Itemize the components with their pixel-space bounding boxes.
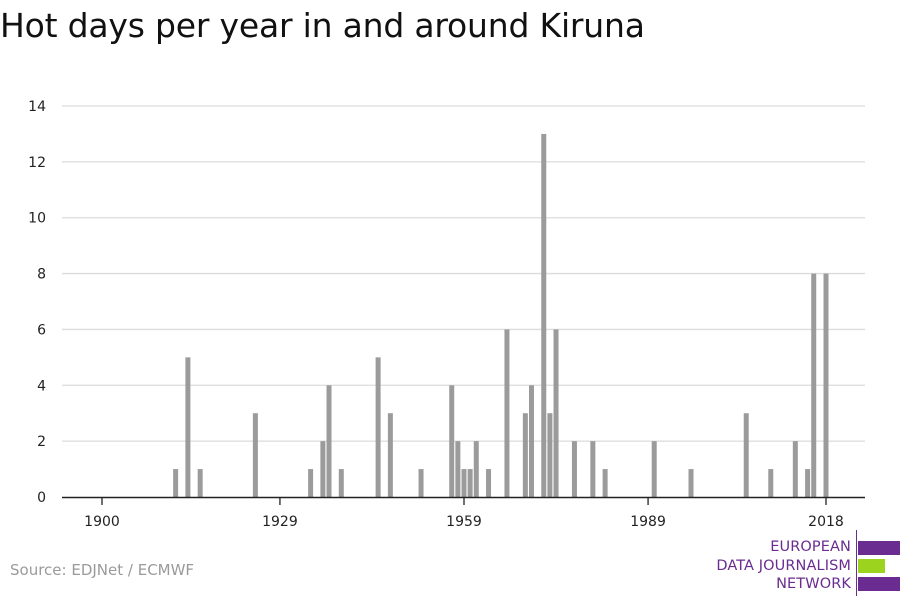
x-tick-label-1900: 1900: [84, 514, 120, 530]
bars: [173, 133, 829, 497]
bar-2013: [792, 441, 798, 497]
y-tick-label-8: 8: [37, 267, 46, 283]
bar-2016: [811, 273, 817, 497]
logo-text-data-journalism: DATA JOURNALISM: [716, 558, 851, 574]
bar-1959: [461, 469, 467, 497]
bar-1990: [651, 441, 657, 497]
bar-1937: [326, 385, 332, 497]
axes: 0 2 4 6 8 10 12 14 1900 1929 1959 1989 2018: [28, 99, 865, 530]
bar-1958: [455, 441, 461, 497]
y-tick-label-0: 0: [37, 490, 46, 506]
logo-bar-bottom: [858, 577, 900, 591]
bar-1939: [338, 469, 344, 497]
x-tick-label-1959: 1959: [446, 514, 482, 530]
source-note: Source: EDJNet / ECMWF: [10, 561, 195, 579]
logo-text-network: NETWORK: [776, 576, 851, 592]
bar-1916: [197, 469, 203, 497]
edjnet-logo: EUROPEAN DATA JOURNALISM NETWORK: [700, 528, 900, 600]
y-tick-label-2: 2: [37, 434, 46, 450]
logo-text-european: EUROPEAN: [770, 539, 851, 555]
x-tick-label-1929: 1929: [262, 514, 298, 530]
bar-1970: [528, 385, 534, 497]
y-tick-label-4: 4: [37, 378, 46, 394]
chart-title: Hot days per year in and around Kiruna: [0, 6, 645, 45]
bar-1969: [522, 413, 528, 497]
x-tick-label-1989: 1989: [630, 514, 666, 530]
bar-1980: [590, 441, 596, 497]
bar-1945: [375, 357, 381, 497]
logo-bar-top: [858, 541, 900, 555]
bar-1977: [571, 441, 577, 497]
bar-2015: [805, 469, 811, 497]
bar-2018: [823, 273, 829, 497]
bar-1925: [252, 413, 258, 497]
bar-1996: [688, 469, 694, 497]
y-tick-label-14: 14: [28, 99, 46, 115]
y-tick-label-10: 10: [28, 211, 46, 227]
bar-1966: [504, 329, 510, 497]
bar-1914: [185, 357, 191, 497]
bar-1936: [320, 441, 326, 497]
bar-1934: [308, 469, 314, 497]
y-tick-label-12: 12: [28, 155, 46, 171]
bar-1972: [541, 133, 547, 497]
bar-1973: [547, 413, 553, 497]
bar-2009: [768, 469, 774, 497]
logo-bar-middle: [858, 559, 885, 573]
bar-2005: [743, 413, 749, 497]
bar-1982: [602, 469, 608, 497]
bar-1974: [553, 329, 559, 497]
bar-1961: [473, 441, 479, 497]
logo-divider: [856, 530, 857, 596]
bar-1947: [387, 413, 393, 497]
bar-1912: [173, 469, 179, 497]
bar-1960: [467, 469, 473, 497]
bar-1963: [486, 469, 492, 497]
bar-1952: [418, 469, 424, 497]
x-tick-label-2018: 2018: [808, 514, 844, 530]
bar-1957: [449, 385, 455, 497]
gridlines: [62, 105, 865, 442]
y-tick-label-6: 6: [37, 322, 46, 338]
